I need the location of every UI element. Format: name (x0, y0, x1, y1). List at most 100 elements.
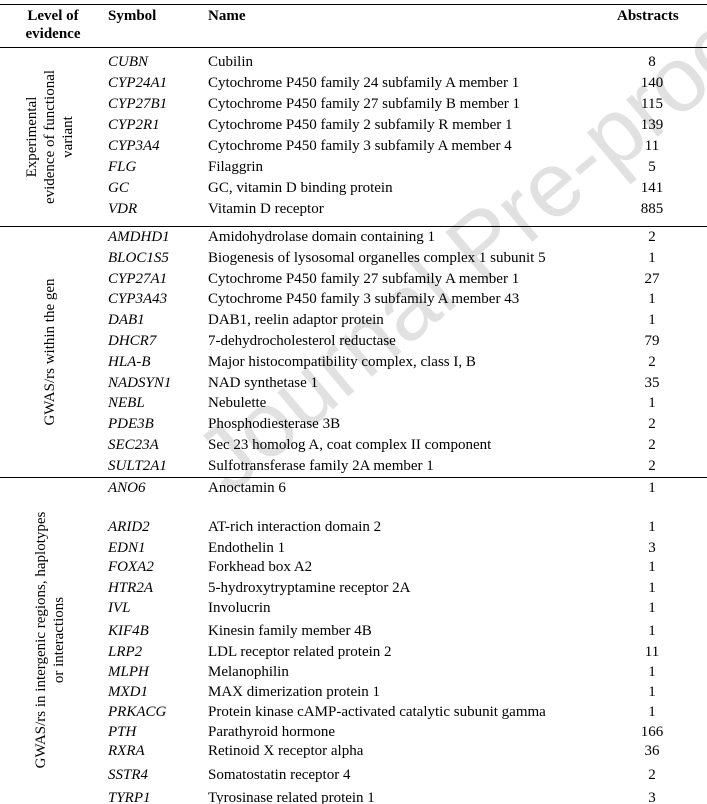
abstracts-cell: 1 (648, 664, 656, 680)
symbol-cell: FLG (108, 159, 137, 175)
symbol-cell: AMDHD1 (108, 229, 170, 245)
symbol-cell: IVL (108, 600, 131, 616)
level-line: evidence of functional (42, 69, 58, 205)
symbol-cell: VDR (108, 201, 138, 217)
group-rule (0, 226, 707, 227)
name-cell: Parathyroid hormone (208, 724, 336, 740)
abstracts-cell: 2 (648, 353, 656, 370)
abstracts-cell: 79 (644, 333, 660, 349)
header-level: Level of evidence (25, 8, 81, 42)
symbol-cell: BLOC1S5 (108, 249, 169, 266)
abstracts-cell: 36 (644, 743, 660, 759)
abstracts-cell: 1 (648, 600, 656, 616)
name-cell: Kinesin family member 4B (208, 623, 372, 639)
name-cell: Forkhead box A2 (208, 559, 313, 575)
abstracts-cell: 1 (648, 291, 656, 308)
symbol-cell: NADSYN1 (108, 374, 172, 391)
abstracts-cell: 141 (640, 180, 664, 196)
symbol-cell: GC (108, 180, 129, 196)
name-cell: Cytochrome P450 family 27 subfamily A me… (208, 270, 520, 287)
abstracts-cell: 2 (648, 437, 656, 453)
abstracts-cell: 2 (648, 457, 656, 474)
abstracts-cell: 885 (640, 201, 664, 217)
name-cell: 7-dehydrocholesterol reductase (208, 333, 396, 349)
abstracts-cell: 1 (648, 704, 656, 720)
symbol-cell: SSTR4 (108, 767, 149, 783)
abstracts-cell: 1 (648, 249, 656, 266)
abstracts-cell: 2 (648, 416, 656, 433)
symbol-cell: MXD1 (108, 684, 148, 700)
abstracts-cell: 139 (640, 117, 664, 133)
abstracts-cell: 3 (648, 540, 656, 556)
name-cell: Biogenesis of lysosomal organelles compl… (208, 249, 546, 266)
name-cell: Cytochrome P450 family 27 subfamily B me… (208, 96, 521, 112)
symbol-cell: SEC23A (108, 437, 159, 453)
abstracts-cell: 115 (641, 96, 663, 112)
name-cell: Amidohydrolase domain containing 1 (208, 229, 436, 245)
name-cell: MAX dimerization protein 1 (208, 684, 381, 700)
abstracts-cell: 1 (648, 580, 656, 596)
level-line: or interactions (51, 596, 67, 684)
name-cell: Anoctamin 6 (208, 480, 286, 496)
name-cell: Nebulette (208, 395, 267, 412)
symbol-cell: CYP2R1 (108, 117, 160, 133)
symbol-cell: CUBN (108, 54, 149, 70)
symbol-cell: CYP27B1 (108, 96, 168, 112)
top-rule (0, 4, 707, 5)
symbol-cell: SULT2A1 (108, 457, 167, 474)
abstracts-cell: 11 (644, 644, 660, 660)
symbol-cell: PTH (108, 724, 137, 740)
symbol-cell: PDE3B (108, 416, 154, 433)
symbol-cell: PRKACG (108, 704, 167, 720)
name-cell: Cytochrome P450 family 3 subfamily A mem… (208, 291, 520, 308)
abstracts-cell: 1 (648, 312, 656, 329)
header-symbol: Symbol (108, 8, 157, 24)
abstracts-cell: 2 (648, 767, 656, 783)
abstracts-cell: 8 (648, 54, 656, 70)
abstracts-cell: 140 (640, 75, 664, 91)
level-label: Experimental evidence of functional varian… (23, 70, 77, 204)
name-cell: AT-rich interaction domain 2 (208, 519, 382, 535)
name-cell: NAD synthetase 1 (208, 374, 318, 391)
symbol-cell: HLA-B (108, 353, 151, 370)
name-cell: Vitamin D receptor (208, 201, 324, 217)
symbol-cell: ANO6 (108, 480, 146, 496)
symbol-cell: TYRP1 (108, 790, 151, 804)
symbol-cell: CYP3A43 (108, 291, 168, 308)
name-cell: LDL receptor related protein 2 (208, 644, 392, 660)
name-cell: Cytochrome P450 family 2 subfamily R mem… (208, 117, 513, 133)
abstracts-cell: 27 (644, 270, 660, 287)
symbol-cell: CYP3A4 (108, 138, 160, 154)
symbol-cell: MLPH (108, 664, 149, 680)
symbol-cell: DAB1 (108, 312, 145, 329)
name-cell: Retinoid X receptor alpha (208, 743, 364, 759)
name-cell: Cubilin (208, 54, 254, 70)
abstracts-cell: 1 (648, 519, 656, 535)
name-cell: Phosphodiesterase 3B (208, 416, 341, 433)
name-cell: Endothelin 1 (208, 540, 286, 556)
level-line: GWAS/rs in intergenic regions, haplotype… (33, 511, 49, 769)
symbol-cell: LRP2 (108, 644, 143, 660)
level-line: GWAS/rs within the gen (42, 278, 58, 426)
name-cell: Melanophilin (208, 664, 289, 680)
name-cell: Cytochrome P450 family 3 subfamily A mem… (208, 138, 512, 154)
symbol-cell: CYP27A1 (108, 270, 168, 287)
abstracts-cell: 5 (648, 159, 656, 175)
name-cell: Involucrin (208, 600, 271, 616)
abstracts-cell: 3 (648, 790, 656, 804)
level-label: GWAS/rs within the gen (41, 278, 59, 425)
level-line: variant (60, 116, 76, 158)
symbol-cell: KIF4B (108, 623, 149, 639)
name-cell: Sulfotransferase family 2A member 1 (208, 457, 434, 474)
name-cell: Major histocompatibility complex, class … (208, 353, 476, 370)
header-rule (0, 47, 707, 48)
header-name: Name (208, 8, 246, 24)
abstracts-cell: 11 (644, 138, 660, 154)
abstracts-cell: 1 (648, 480, 656, 496)
symbol-cell: DHCR7 (108, 333, 157, 349)
name-cell: Filaggrin (208, 159, 263, 175)
symbol-cell: RXRA (108, 743, 145, 759)
group-rule (0, 477, 707, 478)
name-cell: DAB1, reelin adaptor protein (208, 312, 384, 329)
